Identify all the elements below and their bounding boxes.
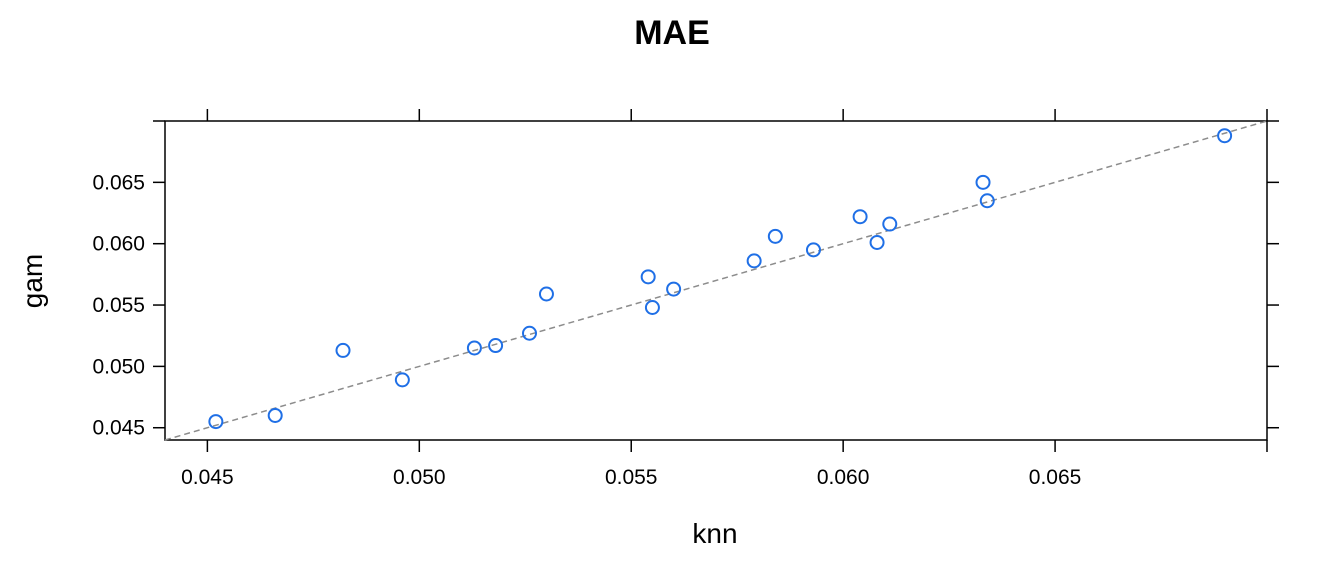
data-point [267,407,283,423]
x-tick-label: 0.055 [605,466,658,489]
data-point [538,286,554,302]
data-point [975,174,991,190]
data-point [805,242,821,258]
data-point [394,372,410,388]
x-tick-label: 0.065 [1029,466,1082,489]
points-layer [208,128,1233,430]
data-point [666,281,682,297]
data-point [1217,128,1233,144]
y-axis-label: gam [17,254,48,308]
x-tick-label: 0.050 [393,466,446,489]
data-point [640,269,656,285]
data-point [869,234,885,250]
axes-layer: 0.045 0.050 0.055 0.060 0.065 0.045 0.050 0.055… [92,109,1279,489]
data-point [882,216,898,232]
data-point [767,228,783,244]
y-tick-label: 0.045 [92,417,145,440]
data-point [208,414,224,430]
data-point [644,299,660,315]
data-point [488,338,504,354]
x-tick-label: 0.060 [817,466,870,489]
data-point [979,193,995,209]
y-tick-label: 0.050 [92,355,145,378]
x-axis-label: knn [692,518,737,549]
data-point [852,209,868,225]
reference-line [164,120,1268,441]
plot-frame [164,120,1268,441]
x-tick-label: 0.045 [181,466,234,489]
y-tick-label: 0.055 [92,294,145,317]
data-point [335,342,351,358]
chart-title: MAE [634,14,710,52]
reference-line-layer [164,120,1268,441]
data-point [746,253,762,269]
data-point [522,325,538,341]
data-point [466,340,482,356]
y-tick-label: 0.065 [92,171,145,194]
y-tick-label: 0.060 [92,233,145,256]
